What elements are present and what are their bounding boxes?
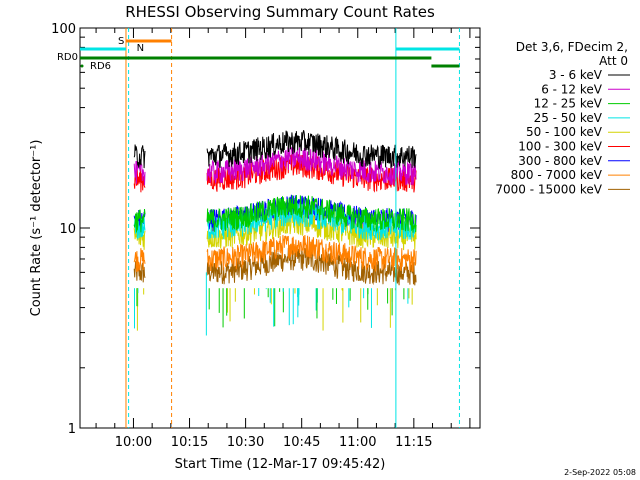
legend-entry-label: 3 - 6 keV: [549, 68, 603, 82]
footer-date: 2-Sep-2022 05:08: [564, 468, 636, 477]
x-tick-label: 11:00: [339, 435, 376, 450]
y-axis-label: Count Rate (s⁻¹ detector⁻¹): [29, 140, 44, 317]
legend-entry-label: 12 - 25 keV: [534, 97, 603, 111]
x-tick-label: 11:15: [395, 435, 432, 450]
series-line: [206, 194, 417, 233]
legend-header-line-2: Att 0: [599, 54, 628, 68]
series-line: [133, 208, 146, 233]
x-tick-label: 10:30: [227, 435, 264, 450]
x-tick-label: 10:45: [283, 435, 320, 450]
legend-entry-label: 6 - 12 keV: [541, 82, 603, 96]
rd6-marker: [80, 64, 84, 68]
legend-entry-label: 300 - 800 keV: [518, 154, 602, 168]
x-tick-label: 10:00: [115, 435, 152, 450]
legend-entry-label: 100 - 300 keV: [518, 140, 602, 154]
plot-area: 1 10 100 10:00 10:15 10:30 10:45 11:00 11:15 S N RD…: [51, 22, 481, 450]
series-line: [133, 144, 146, 169]
legend-header-line-1: Det 3,6, FDecim 2,: [516, 40, 628, 54]
legend-entry-label: 800 - 7000 keV: [511, 168, 603, 182]
legend-entry-label: 50 - 100 keV: [526, 125, 603, 139]
series-line: [206, 147, 417, 186]
night-label: N: [137, 43, 144, 54]
y-tick-label: 1: [68, 422, 76, 437]
rd0-label: RD0: [57, 52, 78, 63]
rd6-label: RD6: [90, 61, 111, 72]
series-line: [206, 130, 417, 170]
series-line: [206, 234, 417, 273]
legend-entry-label: 25 - 50 keV: [534, 111, 603, 125]
chart-title: RHESSI Observing Summary Count Rates: [125, 3, 435, 21]
y-tick-label: 100: [51, 22, 76, 37]
series-line: [133, 248, 146, 272]
legend-entry-label: 7000 - 15000 keV: [495, 182, 602, 196]
saa-label: S: [118, 36, 124, 47]
x-axis-label: Start Time (12-Mar-17 09:45:42): [175, 457, 386, 472]
y-tick-label: 10: [59, 222, 76, 237]
x-tick-label: 10:15: [171, 435, 208, 450]
